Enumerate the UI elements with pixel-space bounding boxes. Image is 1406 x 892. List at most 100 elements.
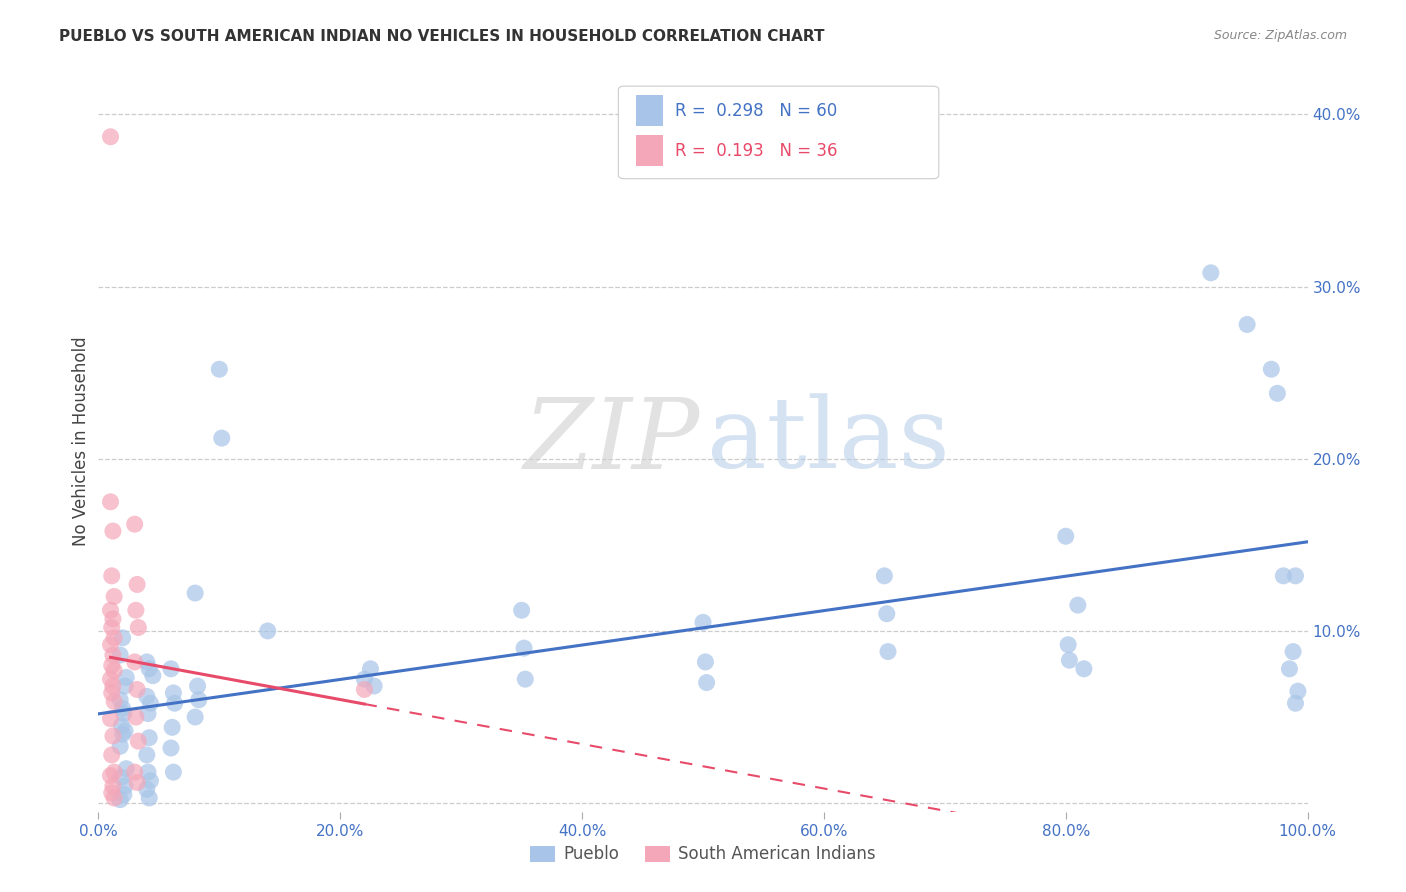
- Point: [1054, 529, 1077, 543]
- Point: [124, 655, 146, 669]
- Point: [138, 731, 160, 745]
- Point: [114, 779, 136, 793]
- Point: [111, 631, 134, 645]
- Point: [115, 670, 138, 684]
- Point: [1260, 362, 1282, 376]
- Point: [112, 788, 135, 802]
- Point: [515, 672, 537, 686]
- Point: [208, 362, 231, 376]
- Point: [101, 612, 124, 626]
- Point: [696, 675, 718, 690]
- Point: [138, 662, 160, 676]
- Point: [127, 577, 149, 591]
- Point: [136, 765, 159, 780]
- Point: [101, 729, 124, 743]
- Point: [100, 658, 122, 673]
- Point: [103, 631, 125, 645]
- Point: [360, 662, 382, 676]
- Point: [139, 696, 162, 710]
- Point: [1067, 598, 1090, 612]
- Point: [103, 664, 125, 678]
- Point: [187, 693, 209, 707]
- Point: [1278, 662, 1301, 676]
- Point: [114, 723, 136, 738]
- Point: [111, 701, 134, 715]
- Point: [1073, 662, 1095, 676]
- Point: [160, 720, 183, 734]
- Point: [100, 495, 122, 509]
- Point: [135, 782, 157, 797]
- Point: [136, 706, 159, 721]
- Point: [100, 747, 122, 762]
- Point: [1284, 696, 1306, 710]
- Point: [138, 791, 160, 805]
- Point: [160, 741, 183, 756]
- Point: [135, 655, 157, 669]
- Point: [127, 734, 149, 748]
- Point: [363, 679, 385, 693]
- Text: atlas: atlas: [707, 393, 949, 490]
- Point: [187, 679, 209, 693]
- Point: [110, 718, 132, 732]
- Point: [695, 655, 717, 669]
- Point: [100, 620, 122, 634]
- Y-axis label: No Vehicles in Household: No Vehicles in Household: [72, 336, 90, 547]
- Point: [1286, 684, 1309, 698]
- Point: [127, 620, 149, 634]
- Point: [184, 586, 207, 600]
- FancyBboxPatch shape: [637, 95, 664, 126]
- Point: [162, 765, 184, 780]
- Point: [510, 603, 533, 617]
- Point: [110, 770, 132, 784]
- Point: [162, 686, 184, 700]
- Point: [513, 641, 536, 656]
- Point: [100, 768, 122, 782]
- Point: [100, 129, 122, 144]
- Point: [353, 672, 375, 686]
- Point: [211, 431, 233, 445]
- Point: [100, 712, 122, 726]
- Text: R =  0.298   N = 60: R = 0.298 N = 60: [675, 102, 838, 120]
- Point: [1267, 386, 1289, 401]
- Point: [101, 679, 124, 693]
- Point: [101, 524, 124, 538]
- Point: [876, 607, 898, 621]
- Point: [135, 690, 157, 704]
- Point: [877, 644, 900, 658]
- Point: [1059, 653, 1081, 667]
- Point: [103, 765, 125, 780]
- Point: [184, 710, 207, 724]
- Point: [1199, 266, 1222, 280]
- FancyBboxPatch shape: [637, 135, 664, 166]
- Point: [1236, 318, 1258, 332]
- Point: [112, 706, 135, 721]
- Text: PUEBLO VS SOUTH AMERICAN INDIAN NO VEHICLES IN HOUSEHOLD CORRELATION CHART: PUEBLO VS SOUTH AMERICAN INDIAN NO VEHIC…: [59, 29, 824, 44]
- Point: [100, 786, 122, 800]
- Point: [124, 517, 146, 532]
- Point: [142, 669, 165, 683]
- Point: [692, 615, 714, 630]
- Point: [103, 590, 125, 604]
- Legend: Pueblo, South American Indians: Pueblo, South American Indians: [524, 838, 882, 870]
- Point: [101, 648, 124, 662]
- Point: [127, 682, 149, 697]
- Point: [114, 679, 136, 693]
- Point: [124, 765, 146, 780]
- Point: [1282, 644, 1305, 658]
- Point: [256, 624, 278, 638]
- Point: [100, 603, 122, 617]
- Point: [111, 727, 134, 741]
- Point: [353, 682, 375, 697]
- Point: [135, 747, 157, 762]
- Point: [139, 773, 162, 788]
- Point: [100, 686, 122, 700]
- Point: [115, 762, 138, 776]
- Point: [160, 662, 183, 676]
- Point: [125, 603, 148, 617]
- Point: [100, 638, 122, 652]
- Point: [100, 569, 122, 583]
- Point: [163, 696, 186, 710]
- Point: [1284, 569, 1306, 583]
- Text: R =  0.193   N = 36: R = 0.193 N = 36: [675, 142, 838, 160]
- Point: [108, 648, 131, 662]
